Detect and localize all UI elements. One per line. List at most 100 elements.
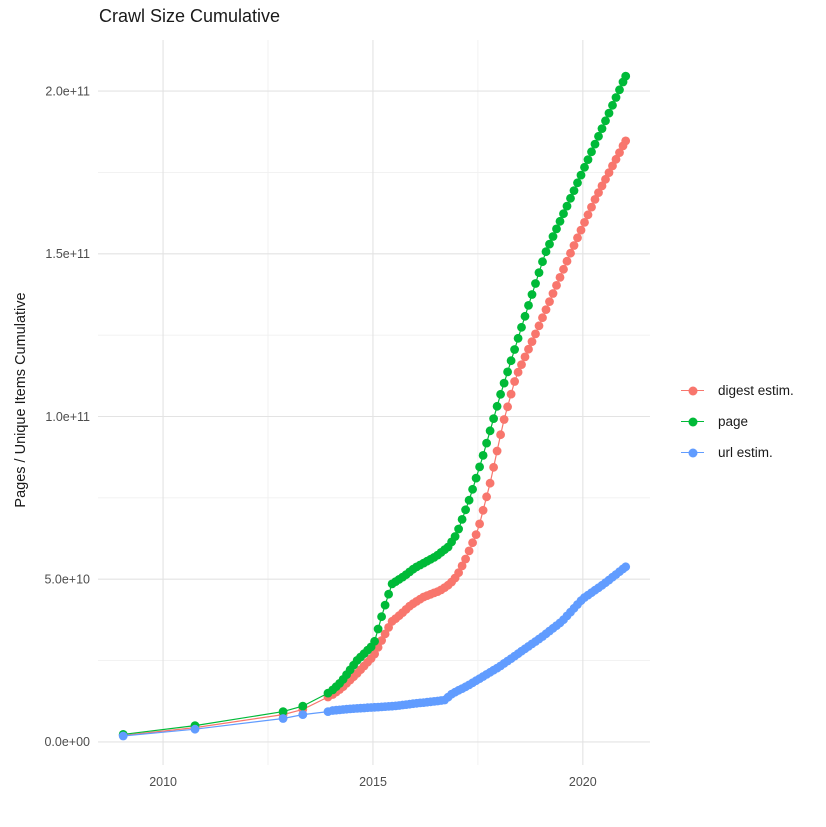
data-point: [545, 297, 554, 306]
data-point: [496, 389, 505, 399]
y-tick-label: 1.0e+11: [45, 410, 90, 424]
y-tick-label: 1.5e+11: [45, 247, 90, 261]
data-point: [576, 170, 586, 180]
data-point: [608, 161, 617, 171]
data-point: [548, 232, 558, 241]
data-point: [552, 224, 561, 234]
legend-key-icon: [681, 447, 704, 458]
data-point: [604, 108, 614, 118]
legend-label: page: [718, 414, 749, 429]
data-point: [377, 636, 386, 645]
data-point: [464, 495, 474, 505]
data-point: [604, 168, 614, 178]
data-point: [489, 462, 498, 472]
data-point: [278, 714, 288, 723]
data-point: [506, 356, 516, 366]
data-point: [562, 201, 572, 211]
data-point: [298, 710, 308, 719]
data-point: [475, 462, 484, 472]
data-point: [464, 546, 474, 556]
data-point: [384, 589, 393, 599]
y-tick-label: 5.0e+10: [44, 573, 90, 587]
legend: digest estim. page url estim.: [681, 375, 794, 468]
data-point: [496, 430, 505, 440]
data-point: [520, 311, 530, 321]
data-point: [457, 561, 467, 571]
legend-key-dot: [688, 417, 697, 426]
data-point: [611, 93, 621, 102]
data-point: [615, 148, 624, 158]
data-point: [569, 186, 579, 196]
legend-item-page: page: [681, 406, 794, 437]
y-axis-title: Pages / Unique Items Cumulative: [13, 292, 29, 508]
legend-label: digest estim.: [718, 383, 794, 398]
data-point: [573, 178, 582, 188]
data-point: [503, 367, 512, 377]
data-point: [499, 378, 509, 388]
x-tick-label: 2020: [569, 775, 597, 789]
x-tick-label: 2010: [149, 775, 177, 789]
data-point: [534, 321, 544, 331]
data-point: [569, 241, 579, 250]
data-point: [373, 624, 383, 634]
data-point: [590, 139, 600, 149]
data-point: [471, 530, 481, 539]
data-point: [380, 629, 390, 639]
data-point: [377, 612, 386, 622]
series-line-page: [123, 75, 627, 735]
data-point: [621, 562, 631, 572]
x-tick-label: 2015: [359, 775, 387, 789]
data-point: [118, 731, 128, 741]
data-point: [524, 344, 533, 354]
data-point: [527, 290, 537, 299]
data-point: [499, 415, 509, 424]
data-point: [611, 154, 621, 164]
data-point: [454, 524, 463, 534]
data-point: [510, 377, 519, 386]
data-point: [492, 401, 502, 411]
legend-label: url estim.: [718, 445, 773, 460]
data-point: [278, 707, 288, 716]
data-point: [559, 209, 568, 219]
data-point: [513, 333, 523, 343]
data-point: [534, 268, 544, 277]
data-point: [478, 451, 488, 460]
data-point: [597, 181, 607, 191]
data-point: [457, 515, 467, 524]
data-point: [370, 636, 379, 646]
data-point: [594, 188, 603, 198]
data-point: [190, 724, 200, 734]
data-point: [510, 345, 519, 354]
data-point: [482, 492, 491, 502]
data-point: [531, 329, 540, 339]
data-point: [580, 162, 589, 172]
data-point: [517, 322, 526, 332]
data-point: [566, 248, 575, 258]
data-point: [601, 174, 610, 184]
data-point: [573, 233, 582, 243]
data-point: [450, 532, 460, 541]
legend-key-icon: [681, 416, 704, 427]
y-tick-label: 2.0e+11: [45, 84, 90, 98]
legend-key-icon: [681, 385, 704, 396]
data-point: [601, 116, 610, 126]
data-point: [538, 257, 547, 267]
data-point: [524, 301, 533, 310]
data-point: [527, 337, 537, 346]
data-point: [552, 281, 561, 290]
data-point: [580, 218, 589, 227]
data-point: [538, 313, 547, 323]
data-point: [489, 414, 498, 423]
data-point: [587, 202, 596, 212]
data-point: [566, 193, 575, 203]
data-point: [520, 352, 530, 362]
data-point: [615, 85, 624, 95]
data-point: [548, 289, 558, 298]
legend-key-dot: [688, 386, 697, 395]
data-point: [468, 538, 477, 548]
data-point: [531, 279, 540, 288]
data-point: [478, 505, 488, 515]
data-point: [461, 505, 470, 515]
series-url: [118, 562, 631, 741]
